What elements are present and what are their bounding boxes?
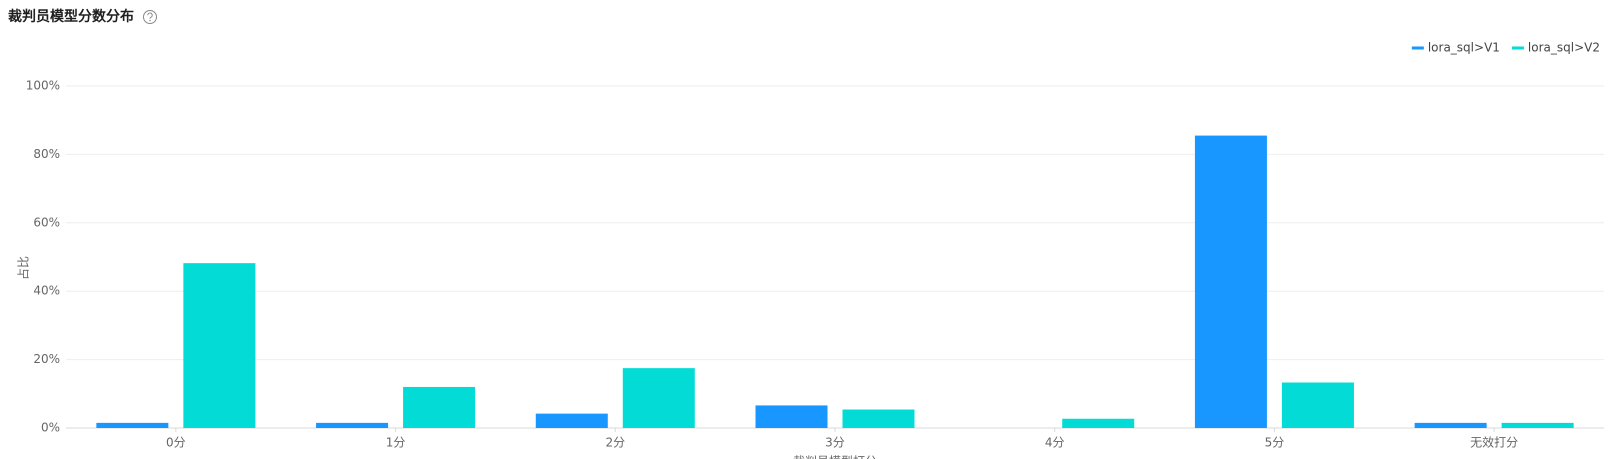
bar xyxy=(183,263,256,428)
bar xyxy=(755,405,828,428)
bar xyxy=(842,409,915,428)
y-tick-label: 40% xyxy=(33,284,60,298)
x-tick-label: 1分 xyxy=(386,436,406,450)
help-icon[interactable] xyxy=(143,10,157,24)
bar xyxy=(316,422,389,428)
legend-label: lora_sql>V2 xyxy=(1528,41,1600,55)
bar xyxy=(535,413,608,428)
y-tick-label: 0% xyxy=(41,421,60,435)
legend-label: lora_sql>V1 xyxy=(1428,41,1500,55)
chart-title: 裁判员模型分数分布 xyxy=(8,8,134,25)
x-tick-label: 5分 xyxy=(1265,436,1285,450)
bar xyxy=(96,422,169,428)
x-tick-label: 2分 xyxy=(605,436,625,450)
y-tick-label: 100% xyxy=(26,79,60,93)
x-tick-label: 无效打分 xyxy=(1470,435,1518,450)
bar xyxy=(1062,418,1135,428)
x-tick-label: 3分 xyxy=(825,436,845,450)
x-axis-title: 裁判员模型打分 xyxy=(793,455,877,459)
y-axis-title: 占比 xyxy=(16,256,31,280)
x-tick-label: 0分 xyxy=(166,436,186,450)
bar xyxy=(403,386,476,428)
y-tick-label: 60% xyxy=(33,215,60,229)
x-tick-label: 4分 xyxy=(1045,436,1065,450)
bar xyxy=(1194,135,1267,428)
y-tick-label: 20% xyxy=(33,352,60,366)
y-tick-label: 80% xyxy=(33,147,60,161)
bar xyxy=(622,368,695,428)
bar xyxy=(1414,422,1487,428)
bar xyxy=(1281,382,1354,428)
bar xyxy=(1501,422,1574,428)
